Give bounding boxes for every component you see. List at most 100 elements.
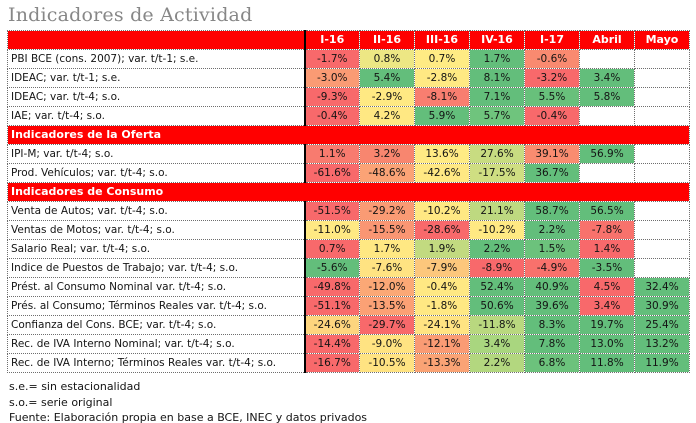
column-header-ii-16: II-16 — [359, 30, 415, 50]
value-cell-abril: 3.4% — [579, 68, 635, 88]
value-cell-mayo — [634, 258, 690, 278]
value-cell-i-17: 2.2% — [524, 220, 580, 240]
value-cell-iv-16: 7.1% — [469, 87, 525, 107]
value-cell-iv-16: 2.2% — [469, 239, 525, 259]
value-cell-mayo — [634, 163, 690, 183]
value-cell-i-17: 36.7% — [524, 163, 580, 183]
value-cell-i-16: -51.1% — [304, 296, 360, 316]
table-row: Venta de Autos; var. t/t-4; s.o. -51.5% -2… — [7, 201, 690, 221]
value-cell-ii-16: 1.7% — [359, 239, 415, 259]
column-header-iv-16: IV-16 — [469, 30, 525, 50]
value-cell-i-16: -51.5% — [304, 201, 360, 221]
value-cell-ii-16: 4.2% — [359, 106, 415, 126]
header-row: I-16 II-16 III-16 IV-16 I-17 Abril Mayo — [7, 30, 690, 50]
row-label: PBI BCE (cons. 2007); var. t/t-1; s.e. — [7, 49, 306, 69]
row-label: Rec. de IVA Interno; Términos Reales var… — [7, 353, 306, 373]
value-cell-mayo — [634, 201, 690, 221]
value-cell-i-16: -16.7% — [304, 353, 360, 373]
table-row: Rec. de IVA Interno; Términos Reales var… — [7, 353, 690, 373]
row-label: Prod. Vehículos; var. t/t-4; s.o. — [7, 163, 306, 183]
value-cell-i-16: -0.4% — [304, 106, 360, 126]
column-header-mayo: Mayo — [634, 30, 690, 50]
value-cell-i-17: -4.9% — [524, 258, 580, 278]
value-cell-abril: 56.9% — [579, 144, 635, 164]
value-cell-ii-16: -12.0% — [359, 277, 415, 297]
table-header: I-16 II-16 III-16 IV-16 I-17 Abril Mayo — [7, 30, 690, 50]
value-cell-abril: 3.4% — [579, 296, 635, 316]
value-cell-iv-16: 27.6% — [469, 144, 525, 164]
table-row: IAE; var. t/t-4; s.o. -0.4% 4.2% 5.9% 5.7% -0… — [7, 106, 690, 126]
value-cell-abril: 19.7% — [579, 315, 635, 335]
value-cell-i-17: 1.5% — [524, 239, 580, 259]
value-cell-iv-16: 21.1% — [469, 201, 525, 221]
value-cell-i-16: -11.0% — [304, 220, 360, 240]
column-header-iii-16: III-16 — [414, 30, 470, 50]
value-cell-i-17: 8.3% — [524, 315, 580, 335]
value-cell-iv-16: 1.7% — [469, 49, 525, 69]
value-cell-mayo — [634, 68, 690, 88]
value-cell-ii-16: -13.5% — [359, 296, 415, 316]
value-cell-i-17: -0.6% — [524, 49, 580, 69]
value-cell-iii-16: -10.2% — [414, 201, 470, 221]
value-cell-i-17: 7.8% — [524, 334, 580, 354]
value-cell-iii-16: -2.8% — [414, 68, 470, 88]
row-label: Venta de Autos; var. t/t-4; s.o. — [7, 201, 306, 221]
table-row: Indice de Puestos de Trabajo; var. t/t-4… — [7, 258, 690, 278]
value-cell-i-17: -3.2% — [524, 68, 580, 88]
value-cell-abril — [579, 49, 635, 69]
value-cell-abril: 4.5% — [579, 277, 635, 297]
section-row: Indicadores de la Oferta — [7, 125, 690, 145]
value-cell-mayo: 25.4% — [634, 315, 690, 335]
table-row: IPI-M; var. t/t-4; s.o. 1.1% 3.2% 13.6% 27.6… — [7, 144, 690, 164]
value-cell-mayo — [634, 49, 690, 69]
value-cell-iv-16: 2.2% — [469, 353, 525, 373]
value-cell-iv-16: 8.1% — [469, 68, 525, 88]
column-header-abril: Abril — [579, 30, 635, 50]
row-label: IPI-M; var. t/t-4; s.o. — [7, 144, 306, 164]
value-cell-abril: -7.8% — [579, 220, 635, 240]
row-label: IAE; var. t/t-4; s.o. — [7, 106, 306, 126]
table-body: PBI BCE (cons. 2007); var. t/t-1; s.e. -1… — [7, 49, 690, 373]
row-label: Indice de Puestos de Trabajo; var. t/t-4… — [7, 258, 306, 278]
row-label: Rec. de IVA Interno Nominal; var. t/t-4;… — [7, 334, 306, 354]
value-cell-iv-16: 50.6% — [469, 296, 525, 316]
value-cell-ii-16: 0.8% — [359, 49, 415, 69]
value-cell-abril: 1.4% — [579, 239, 635, 259]
value-cell-i-17: 5.5% — [524, 87, 580, 107]
value-cell-mayo: 30.9% — [634, 296, 690, 316]
value-cell-i-17: 39.6% — [524, 296, 580, 316]
table-row: Salario Real; var. t/t-4; s.o. 0.7% 1.7% 1.… — [7, 239, 690, 259]
value-cell-ii-16: -7.6% — [359, 258, 415, 278]
value-cell-iv-16: 3.4% — [469, 334, 525, 354]
value-cell-ii-16: 5.4% — [359, 68, 415, 88]
table-row: Prod. Vehículos; var. t/t-4; s.o. -61.6% -… — [7, 163, 690, 183]
value-cell-iii-16: 13.6% — [414, 144, 470, 164]
value-cell-iii-16: -24.1% — [414, 315, 470, 335]
value-cell-i-17: 39.1% — [524, 144, 580, 164]
value-cell-i-17: 40.9% — [524, 277, 580, 297]
value-cell-mayo: 13.2% — [634, 334, 690, 354]
table-row: PBI BCE (cons. 2007); var. t/t-1; s.e. -1… — [7, 49, 690, 69]
value-cell-iv-16: -11.8% — [469, 315, 525, 335]
value-cell-i-16: -61.6% — [304, 163, 360, 183]
value-cell-abril: 56.5% — [579, 201, 635, 221]
table-row: IDEAC; var. t/t-4; s.o. -9.3% -2.9% -8.1% 7.… — [7, 87, 690, 107]
value-cell-abril: 5.8% — [579, 87, 635, 107]
value-cell-iii-16: -28.6% — [414, 220, 470, 240]
value-cell-i-16: -5.6% — [304, 258, 360, 278]
table-row: Prést. al Consumo Nominal var. t/t-4; s.… — [7, 277, 690, 297]
value-cell-i-16: -14.4% — [304, 334, 360, 354]
page-title: Indicadores de Actividad — [8, 4, 253, 26]
value-cell-mayo — [634, 239, 690, 259]
value-cell-iii-16: -12.1% — [414, 334, 470, 354]
value-cell-iii-16: -8.1% — [414, 87, 470, 107]
value-cell-iv-16: 5.7% — [469, 106, 525, 126]
value-cell-iv-16: -17.5% — [469, 163, 525, 183]
value-cell-i-17: 6.8% — [524, 353, 580, 373]
value-cell-iii-16: 5.9% — [414, 106, 470, 126]
value-cell-abril: 13.0% — [579, 334, 635, 354]
value-cell-iii-16: -42.6% — [414, 163, 470, 183]
value-cell-mayo: 32.4% — [634, 277, 690, 297]
value-cell-iii-16: 1.9% — [414, 239, 470, 259]
